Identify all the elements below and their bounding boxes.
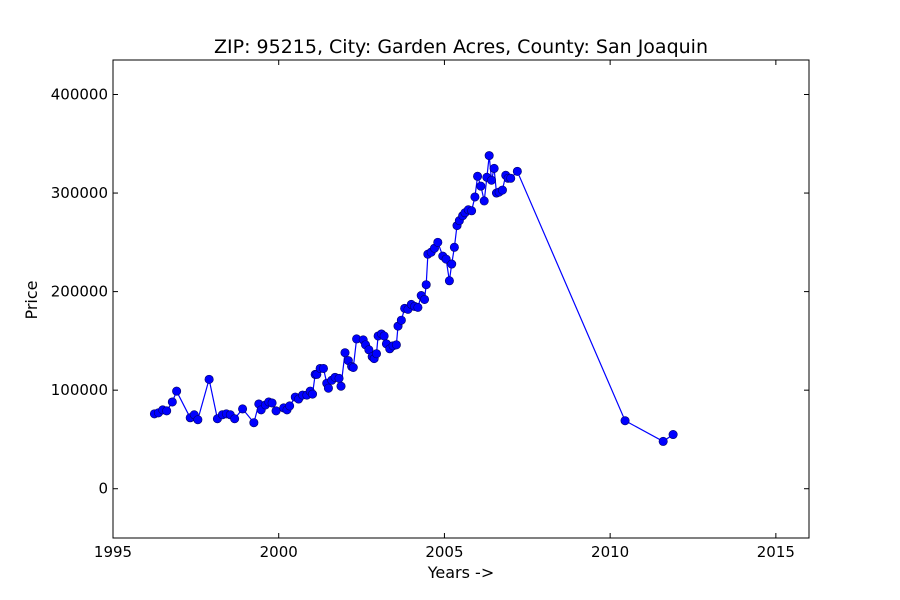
- data-point: [249, 418, 259, 428]
- data-point: [620, 416, 630, 426]
- x-axis-label: Years ->: [427, 563, 494, 582]
- data-point: [470, 192, 480, 202]
- data-point: [267, 398, 277, 408]
- data-point: [396, 315, 406, 325]
- data-point: [379, 331, 389, 341]
- data-point: [486, 175, 496, 185]
- y-tick-label: 0: [98, 480, 108, 498]
- data-point: [447, 259, 457, 269]
- plot-area: [112, 59, 810, 539]
- data-point: [668, 430, 678, 440]
- data-point: [444, 276, 454, 286]
- data-point: [476, 181, 486, 191]
- data-point: [167, 397, 177, 407]
- series-line: [154, 155, 674, 443]
- axis-ticks: 1995 2000 2005 2010 2015 0 100000 200000 300000 4…: [51, 60, 809, 561]
- y-tick-label: 300000: [51, 184, 108, 202]
- data-point: [318, 363, 328, 373]
- data-point: [484, 151, 494, 161]
- data-point: [204, 374, 214, 384]
- x-tick-label: 2000: [260, 543, 298, 561]
- x-tick-label: 2010: [591, 543, 629, 561]
- data-point: [336, 381, 346, 391]
- y-tick-label: 400000: [51, 85, 108, 103]
- data-point: [285, 401, 295, 411]
- data-point: [193, 415, 203, 425]
- data-point: [433, 237, 443, 247]
- data-point: [334, 373, 344, 383]
- data-point: [473, 171, 483, 181]
- data-point: [421, 280, 431, 290]
- data-point: [489, 163, 499, 173]
- data-point: [479, 196, 489, 206]
- data-point: [371, 349, 381, 359]
- data-point: [658, 436, 668, 446]
- data-point: [449, 242, 459, 252]
- data-point: [308, 389, 318, 399]
- data-point: [323, 383, 333, 393]
- y-tick-label: 200000: [51, 283, 108, 301]
- data-point: [512, 166, 522, 176]
- plot-frame: [112, 59, 810, 539]
- chart-title: ZIP: 95215, City: Garden Acres, County: …: [214, 36, 708, 58]
- data-point: [271, 406, 281, 416]
- y-tick-label: 100000: [51, 381, 108, 399]
- data-point: [162, 406, 172, 416]
- y-axis-label: Price: [22, 280, 41, 319]
- data-point: [340, 348, 350, 358]
- data-point: [230, 414, 240, 424]
- data-point: [348, 362, 358, 372]
- x-tick-label: 2005: [425, 543, 463, 561]
- data-point: [391, 340, 401, 350]
- data-point: [420, 294, 430, 304]
- x-tick-label: 1995: [94, 543, 132, 561]
- data-point: [506, 173, 516, 183]
- data-point: [441, 254, 451, 264]
- data-point: [238, 404, 248, 414]
- data-point: [467, 206, 477, 216]
- data-point: [413, 302, 423, 312]
- data-point: [172, 386, 182, 396]
- data-point: [497, 185, 507, 195]
- x-tick-label: 2015: [757, 543, 795, 561]
